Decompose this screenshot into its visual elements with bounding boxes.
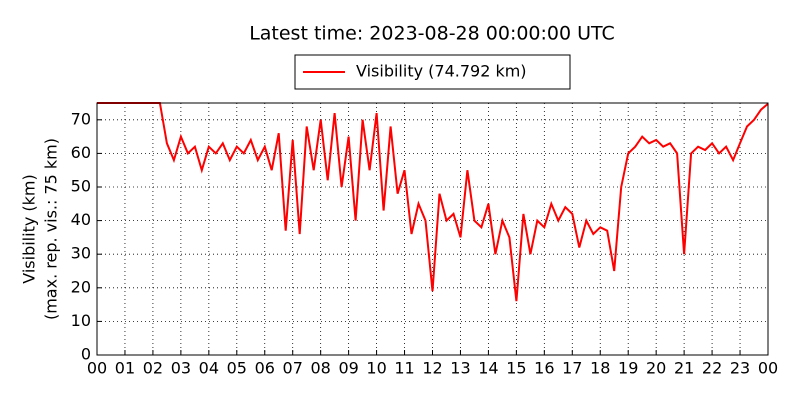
y-tick-label: 50 bbox=[71, 177, 91, 196]
y-axis-label: Visibility (km) bbox=[20, 174, 39, 283]
x-tick-label: 13 bbox=[450, 359, 470, 378]
y-tick-label: 40 bbox=[71, 210, 91, 229]
y-tick-label: 60 bbox=[71, 143, 91, 162]
x-tick-label: 18 bbox=[590, 359, 610, 378]
x-tick-label: 12 bbox=[422, 359, 442, 378]
y-tick-label: 10 bbox=[71, 311, 91, 330]
x-tick-label: 00 bbox=[758, 359, 778, 378]
x-tick-label: 06 bbox=[255, 359, 275, 378]
legend-label: Visibility (74.792 km) bbox=[356, 62, 527, 81]
x-tick-label: 15 bbox=[506, 359, 526, 378]
x-tick-label: 03 bbox=[171, 359, 191, 378]
data-line bbox=[97, 102, 769, 302]
y-tick-label: 20 bbox=[71, 277, 91, 296]
x-tick-label: 21 bbox=[674, 359, 694, 378]
x-tick-label: 23 bbox=[730, 359, 750, 378]
x-tick-label: 05 bbox=[227, 359, 247, 378]
x-tick-label: 00 bbox=[87, 359, 107, 378]
x-tick-label: 08 bbox=[310, 359, 330, 378]
x-tick-label: 16 bbox=[534, 359, 554, 378]
x-tick-label: 22 bbox=[702, 359, 722, 378]
x-tick-label: 04 bbox=[199, 359, 219, 378]
x-tick-label: 07 bbox=[283, 359, 303, 378]
y-tick-label: 70 bbox=[71, 109, 91, 128]
y-tick-label: 30 bbox=[71, 244, 91, 263]
x-tick-label: 19 bbox=[618, 359, 638, 378]
x-tick-label: 09 bbox=[338, 359, 358, 378]
x-tick-label: 20 bbox=[646, 359, 666, 378]
plot-frame bbox=[96, 102, 769, 356]
x-tick-label: 01 bbox=[115, 359, 135, 378]
x-tick-label: 17 bbox=[562, 359, 582, 378]
x-tick-label: 02 bbox=[143, 359, 163, 378]
x-tick-label: 11 bbox=[394, 359, 414, 378]
y-axis-label: (max. rep. vis.: 75 km) bbox=[42, 138, 61, 320]
x-tick-label: 10 bbox=[366, 359, 386, 378]
x-tick-label: 14 bbox=[478, 359, 498, 378]
y-tick-label: 0 bbox=[81, 345, 91, 364]
chart-title: Latest time: 2023-08-28 00:00:00 UTC bbox=[249, 23, 615, 45]
